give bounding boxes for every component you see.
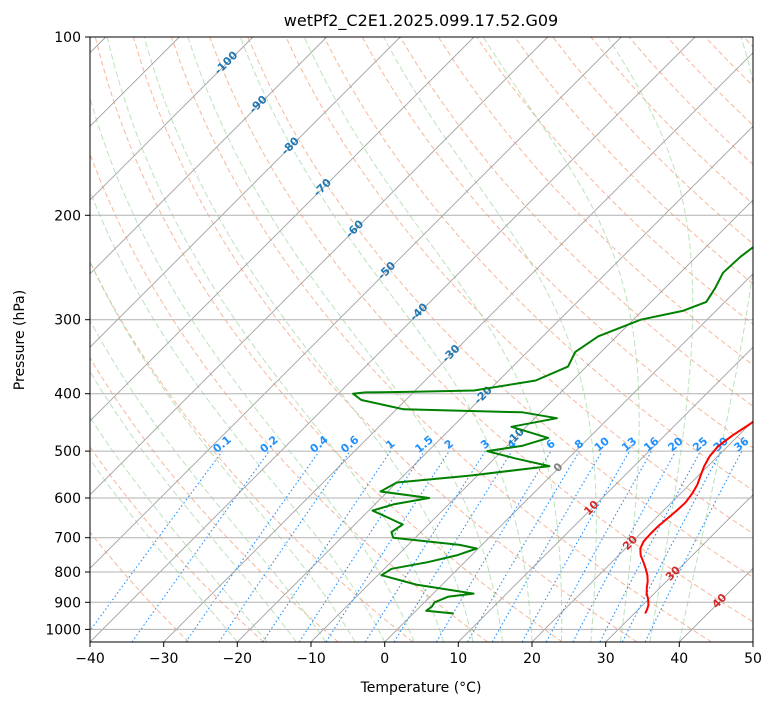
moist-adiabat	[607, 37, 694, 642]
isotherm	[531, 420, 753, 642]
y-tick-label: 800	[54, 565, 81, 581]
mixing-ratio-lines	[90, 450, 743, 642]
y-tick-label: 500	[54, 444, 81, 460]
dewpoint-profile-line	[352, 246, 753, 615]
moist-adiabat	[239, 37, 533, 642]
moist-adiabats	[90, 37, 753, 642]
dry-adiabat	[437, 37, 753, 366]
mixing-ratio-line	[644, 450, 743, 642]
x-tick-label: 10	[449, 651, 467, 667]
isotherm	[90, 37, 696, 642]
y-tick-label: 100	[54, 30, 81, 46]
x-tick-label: −40	[75, 651, 105, 667]
isotherms	[90, 37, 753, 642]
moist-adiabat	[482, 37, 640, 642]
y-tick-label: 900	[54, 595, 81, 611]
dry-adiabat	[171, 37, 712, 642]
moist-adiabat	[90, 458, 238, 642]
profile-series	[352, 246, 753, 615]
temperature-profile-line	[639, 420, 753, 614]
dry-adiabat	[247, 37, 753, 578]
moist-adiabat	[678, 37, 753, 642]
dry-adiabat	[514, 37, 753, 285]
x-tick-label: 40	[670, 651, 688, 667]
y-axis-label: Pressure (hPa)	[12, 290, 28, 390]
y-tick-label: 600	[54, 491, 81, 507]
mixing-ratio-line	[521, 450, 630, 642]
mixing-ratio-line	[393, 450, 513, 642]
dry-adiabat	[323, 37, 753, 491]
dry-adiabat	[90, 356, 339, 642]
moist-adiabat	[90, 416, 268, 642]
mixing-ratio-line	[185, 450, 320, 642]
x-tick-label: 30	[597, 651, 615, 667]
y-tick-label: 1000	[45, 622, 81, 638]
dry-adiabat	[90, 531, 190, 642]
y-tick-label: 400	[54, 387, 81, 403]
dry-adiabat	[132, 37, 638, 642]
x-axis-label: Temperature (°C)	[360, 680, 482, 696]
isotherm	[90, 37, 254, 201]
mixing-ratio-line	[131, 450, 270, 642]
moist-adiabat	[106, 37, 445, 642]
y-tick-label: 200	[54, 208, 81, 224]
isotherm	[384, 273, 753, 642]
x-axis-ticks: −40 −30 −20 −10 0 10 20 30 40 50	[75, 642, 762, 667]
x-tick-label: −10	[296, 651, 326, 667]
dry-adiabat	[361, 37, 753, 449]
moist-adiabat	[383, 37, 597, 642]
x-tick-label: 50	[744, 651, 762, 667]
dry-adiabat	[399, 37, 753, 407]
dry-adiabat	[94, 37, 563, 642]
plot-frame	[89, 36, 754, 643]
dry-adiabat	[285, 37, 753, 535]
isotherm	[310, 199, 753, 642]
x-tick-label: 0	[380, 651, 389, 667]
isotherm	[163, 52, 753, 642]
y-axis-ticks: 100 200 300 400 500 600 700 800 900 1000	[45, 30, 90, 638]
isotherm	[90, 37, 622, 569]
isotherm	[457, 346, 753, 642]
y-tick-label: 700	[54, 531, 81, 547]
isotherm	[236, 125, 753, 642]
x-tick-label: −30	[149, 651, 179, 667]
chart-title: wetPf2_C2E1.2025.099.17.52.G09	[284, 11, 558, 31]
mixing-ratio-line	[218, 450, 351, 642]
isotherm	[90, 37, 401, 348]
mixing-ratio-line	[90, 450, 223, 632]
moist-adiabat	[187, 37, 503, 642]
dry-adiabat	[90, 152, 488, 642]
x-tick-label: 20	[523, 651, 541, 667]
moist-adiabat	[90, 370, 297, 642]
plot-area: 0.1 0.2 0.4 0.6 1 1.5 2 3 4 6 8 10 13 16 20 25 30 36-100-…	[90, 37, 753, 642]
x-tick-label: −20	[223, 651, 253, 667]
mixing-ratio-line	[325, 450, 450, 642]
moist-adiabat	[90, 189, 386, 642]
isotherm	[605, 494, 753, 642]
isotherm	[90, 37, 549, 496]
moist-adiabat	[90, 260, 356, 642]
dry-adiabat	[209, 37, 753, 623]
mixing-ratio-line	[572, 450, 677, 642]
isotherm	[90, 37, 475, 422]
mixing-ratio-line	[262, 450, 392, 642]
moist-adiabat	[143, 37, 474, 642]
moist-adiabat	[303, 37, 563, 642]
y-tick-label: 300	[54, 313, 81, 329]
dry-adiabat	[90, 446, 264, 642]
mixing-ratio-line	[545, 450, 653, 642]
isotherm	[90, 37, 328, 275]
